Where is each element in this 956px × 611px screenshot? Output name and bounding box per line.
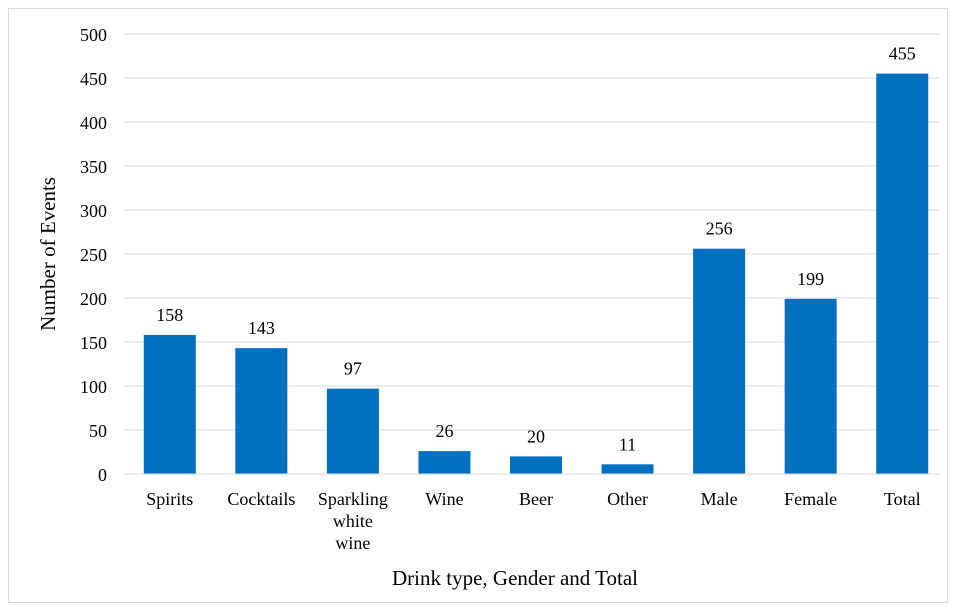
data-label: 11 [619, 434, 636, 454]
data-label: 26 [435, 421, 453, 441]
y-tick-label: 200 [80, 289, 107, 309]
data-label: 143 [248, 318, 275, 338]
bar [510, 456, 562, 474]
x-tick-label: Cocktails [227, 489, 295, 509]
data-label: 20 [527, 426, 545, 446]
y-tick-label: 100 [80, 377, 107, 397]
y-tick-label: 250 [80, 245, 107, 265]
y-axis-title: Number of Events [36, 177, 60, 331]
x-tick-label: Other [607, 489, 648, 509]
y-tick-label: 150 [80, 333, 107, 353]
bar [784, 298, 837, 474]
data-label: 455 [889, 44, 916, 64]
x-axis-title: Drink type, Gender and Total [392, 566, 638, 590]
x-axis-ticks: Spirits Cocktails Sparkling white wine Wine Be… [146, 489, 920, 553]
x-tick-label: Female [784, 489, 837, 509]
bar [235, 348, 288, 474]
x-tick-label: Wine [425, 489, 463, 509]
x-tick-label: Beer [519, 489, 553, 509]
x-tick-label: Sparkling white wine [318, 489, 388, 553]
y-axis-ticks: 0 50 100 150 200 250 300 350 400 450 500 [80, 25, 107, 485]
bar [601, 464, 654, 474]
bar [876, 73, 929, 474]
y-tick-label: 0 [98, 465, 107, 485]
y-tick-label: 350 [80, 157, 107, 177]
y-tick-label: 50 [89, 421, 107, 441]
y-tick-label: 300 [80, 201, 107, 221]
y-tick-label: 450 [80, 69, 107, 89]
x-tick-label: Male [701, 489, 738, 509]
x-tick-label: Total [884, 489, 921, 509]
bar [326, 388, 379, 474]
data-label: 158 [156, 305, 183, 325]
data-label: 199 [797, 269, 824, 289]
y-tick-label: 500 [80, 25, 107, 45]
bar [143, 334, 196, 474]
x-tick-label: Spirits [146, 489, 193, 509]
data-labels: 158 143 97 26 20 11 256 199 455 [156, 44, 915, 455]
data-label: 256 [706, 219, 733, 239]
bar [693, 248, 746, 474]
bars [143, 73, 929, 474]
data-label: 97 [344, 359, 362, 379]
y-tick-label: 400 [80, 113, 107, 133]
bar [418, 451, 471, 474]
